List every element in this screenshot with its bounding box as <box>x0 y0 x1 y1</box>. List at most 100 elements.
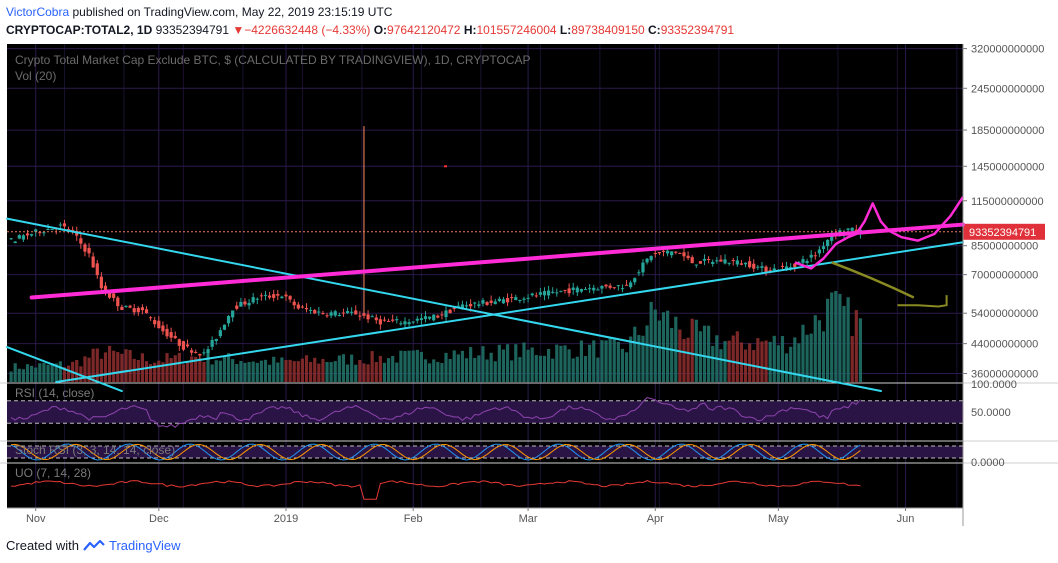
candle-body <box>231 310 235 318</box>
volume-bar <box>354 364 358 382</box>
x-tick-label: Apr <box>647 513 664 525</box>
volume-bar <box>304 355 309 382</box>
candle-body <box>202 352 206 354</box>
candle-body <box>670 251 674 256</box>
candle-body <box>190 350 194 353</box>
volume-bar <box>34 367 38 382</box>
candle-body <box>407 322 411 325</box>
volume-bar <box>95 348 99 382</box>
candle-body <box>534 295 538 297</box>
candle-body <box>99 276 103 289</box>
volume-bar <box>477 355 481 382</box>
volume-bar <box>789 346 793 382</box>
volume-bar <box>382 362 387 382</box>
volume-legend: Vol (20) <box>15 69 56 83</box>
candle-body <box>477 304 481 306</box>
volume-bar <box>760 341 764 382</box>
last-price-label: 93352394791 <box>969 227 1036 239</box>
candle-body <box>518 299 522 301</box>
open-value: 97642120472 <box>387 23 461 37</box>
volume-bar <box>497 344 501 382</box>
candle-body <box>34 229 38 232</box>
tradingview-brand-link[interactable]: TradingView <box>108 538 181 553</box>
candle-body <box>826 239 830 247</box>
candle-body <box>707 259 711 261</box>
candle-body <box>456 305 460 307</box>
volume-bar <box>854 310 858 382</box>
magenta-projection-path <box>794 196 965 270</box>
volume-bar <box>276 362 280 382</box>
candle-body <box>25 233 30 236</box>
candle-body <box>411 321 415 323</box>
y-tick-label: 36000000000 <box>971 368 1038 380</box>
candle-body <box>423 316 428 320</box>
volume-bar <box>514 344 518 382</box>
candle-body <box>181 341 186 350</box>
candle-body <box>538 292 542 295</box>
candle-body <box>42 232 46 234</box>
candle-body <box>214 339 218 341</box>
volume-bar <box>821 331 826 382</box>
volume-bar <box>629 336 633 382</box>
candle-body <box>596 289 600 291</box>
candle-body <box>309 309 313 311</box>
candle-body <box>694 264 698 266</box>
volume-bar <box>190 356 194 382</box>
candle-body <box>370 316 374 318</box>
high-value: 101557246004 <box>476 23 557 37</box>
tradingview-chart[interactable]: 320000000000 245000000000 185000000000 1450… <box>0 42 1058 528</box>
volume-bar <box>235 364 239 382</box>
candle-body <box>50 229 54 231</box>
candle-body <box>715 260 719 262</box>
volume-bar <box>333 361 337 382</box>
volume-bar <box>136 359 140 382</box>
volume-bar <box>292 361 296 382</box>
volume-bar <box>149 364 153 382</box>
magenta-resistance-trendline <box>29 222 965 300</box>
volume-bar <box>690 318 694 382</box>
cyan-descending-trendline <box>6 217 882 393</box>
candle-body <box>674 251 678 253</box>
candle-body <box>727 262 731 264</box>
candle-body <box>505 298 510 303</box>
y-tick-label: 54000000000 <box>971 308 1038 320</box>
candle-body <box>637 272 641 274</box>
candle-body <box>263 294 268 296</box>
volume-bar <box>280 357 284 382</box>
candle-body <box>292 301 296 306</box>
y-tick-label: 115000000000 <box>971 196 1044 208</box>
candle-body <box>17 235 21 239</box>
volume-bar <box>813 315 817 382</box>
volume-bar <box>296 361 300 382</box>
volume-bar <box>263 359 268 382</box>
volume-bar <box>198 358 202 382</box>
candle-body <box>222 324 227 330</box>
volume-bar <box>563 345 567 382</box>
volume-bar <box>144 361 149 382</box>
volume-bar <box>30 365 34 382</box>
volume-bar <box>530 347 534 382</box>
candle-body <box>112 293 116 298</box>
olive-projection-path <box>831 261 915 299</box>
volume-bar <box>366 364 370 382</box>
candle-body <box>748 261 752 268</box>
volume-bar <box>309 361 313 382</box>
x-tick-label: Nov <box>26 513 46 525</box>
candle-body <box>604 284 608 287</box>
volume-bar <box>575 356 579 382</box>
candle-body <box>198 353 202 356</box>
volume-bar <box>657 320 661 382</box>
volume-bar <box>571 358 575 382</box>
author-link[interactable]: VictorCobra <box>6 5 70 19</box>
candle-body <box>71 229 75 232</box>
volume-bar <box>620 348 625 382</box>
volume-bar <box>218 360 222 382</box>
volume-bar <box>649 301 653 382</box>
candle-body <box>157 320 161 329</box>
candle-body <box>793 263 797 268</box>
olive-projection-hook <box>897 295 948 308</box>
candle-body <box>235 305 239 309</box>
candle-body <box>428 316 432 319</box>
candle-body <box>805 261 809 264</box>
candle-body <box>226 316 231 324</box>
